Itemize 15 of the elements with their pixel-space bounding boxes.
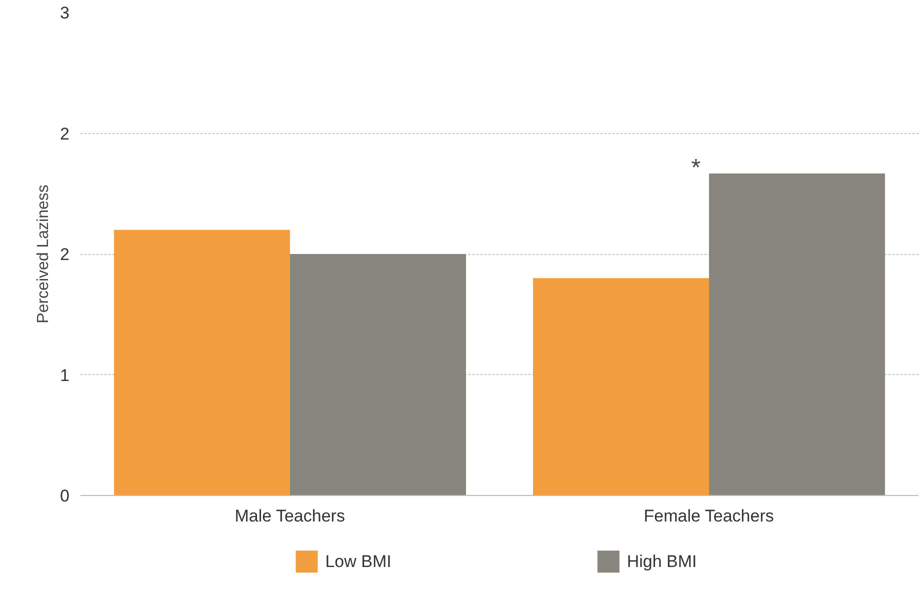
legend-label: Low BMI [325, 552, 392, 572]
x-tick-label: Female Teachers [644, 506, 774, 526]
y-tick-label: 1 [60, 366, 70, 385]
y-tick-label: 2 [60, 124, 70, 144]
y-tick-label: 2 [60, 245, 70, 264]
legend-label: High BMI [626, 552, 697, 572]
bar [114, 230, 290, 496]
x-tick-label: Male Teachers [234, 506, 345, 526]
bar [533, 278, 709, 496]
bar [290, 254, 466, 496]
y-tick-label: 0 [60, 486, 70, 506]
y-axis-title: Perceived Laziness [35, 184, 52, 324]
annotation: * [691, 154, 701, 182]
y-tick-label: 3 [60, 4, 70, 22]
bar [709, 174, 885, 496]
